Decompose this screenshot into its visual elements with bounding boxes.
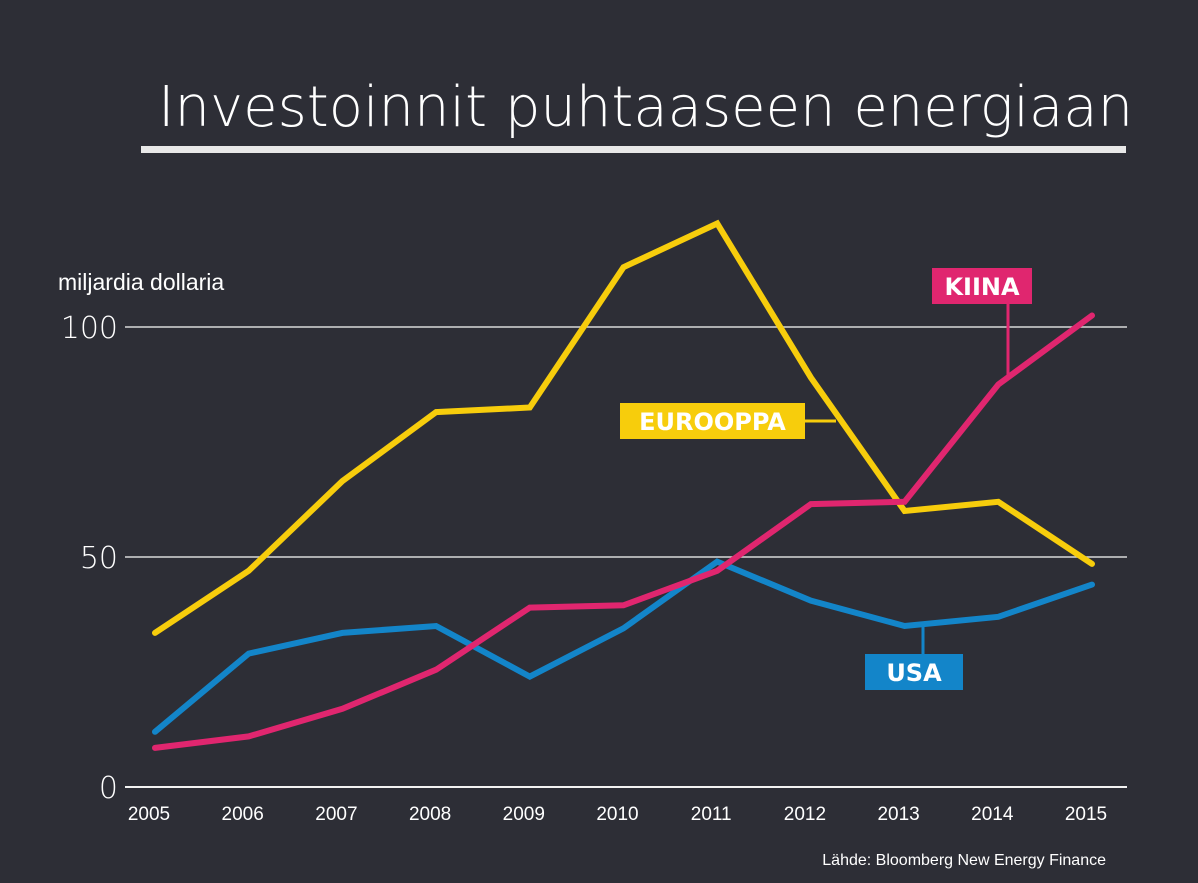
x-tick-label: 2006 xyxy=(222,804,264,825)
grid-lines xyxy=(125,326,1127,788)
x-tick-label: 2014 xyxy=(971,804,1014,825)
series-lines xyxy=(152,219,1095,751)
x-tick-label: 2009 xyxy=(503,804,545,825)
series-label-usa: USA xyxy=(886,659,942,687)
x-tick-label: 2010 xyxy=(596,804,638,825)
chart-title: Investoinnit puhtaaseen energiaan xyxy=(158,75,1133,140)
x-tick-label: 2005 xyxy=(128,804,170,825)
x-tick-label: 2015 xyxy=(1065,804,1107,825)
series-line-kiina xyxy=(152,312,1095,751)
series-line-usa xyxy=(152,558,1095,735)
x-tick-label: 2012 xyxy=(784,804,826,825)
series-line-eurooppa xyxy=(152,219,1095,636)
source-note: Lähde: Bloomberg New Energy Finance xyxy=(822,852,1106,869)
series-label-kiina: KIINA xyxy=(944,273,1020,301)
title-underline xyxy=(141,146,1126,153)
x-tick-labels: 2005 2006 2007 2008 2009 2010 2011 2012 2013 2014… xyxy=(128,804,1107,825)
x-tick-label: 2013 xyxy=(877,804,919,825)
y-tick-label: 0 xyxy=(99,771,118,806)
y-axis-label: miljardia dollaria xyxy=(58,269,224,295)
y-tick-labels: 0 50 100 xyxy=(61,311,118,806)
series-label-box-usa xyxy=(865,654,963,690)
series-labels: EUROOPPA KIINA USA xyxy=(620,268,1032,690)
y-tick-label: 50 xyxy=(80,541,118,576)
x-tick-label: 2007 xyxy=(315,804,357,825)
series-label-box-eurooppa xyxy=(620,403,805,439)
x-tick-label: 2008 xyxy=(409,804,451,825)
series-label-box-kiina xyxy=(932,268,1032,304)
x-tick-label: 2011 xyxy=(691,804,732,825)
y-tick-label: 100 xyxy=(61,311,118,346)
series-label-eurooppa: EUROOPPA xyxy=(639,408,786,436)
